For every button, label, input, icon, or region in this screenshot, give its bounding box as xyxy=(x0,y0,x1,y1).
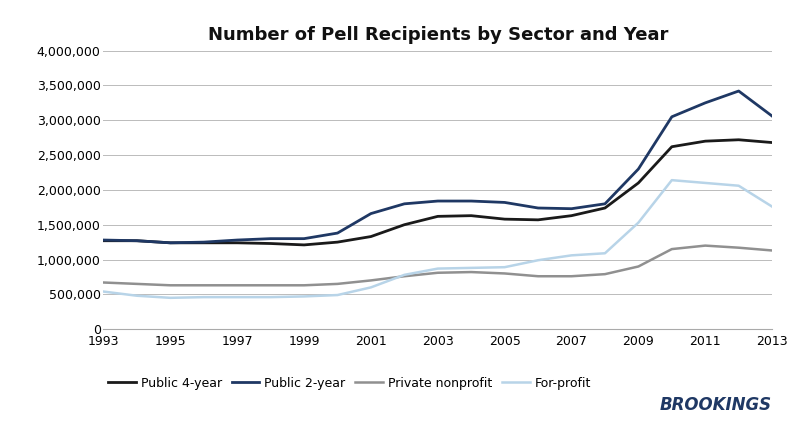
Title: Number of Pell Recipients by Sector and Year: Number of Pell Recipients by Sector and … xyxy=(208,25,668,43)
Text: BROOKINGS: BROOKINGS xyxy=(660,395,772,414)
Legend: Public 4-year, Public 2-year, Private nonprofit, For-profit: Public 4-year, Public 2-year, Private no… xyxy=(103,372,596,395)
